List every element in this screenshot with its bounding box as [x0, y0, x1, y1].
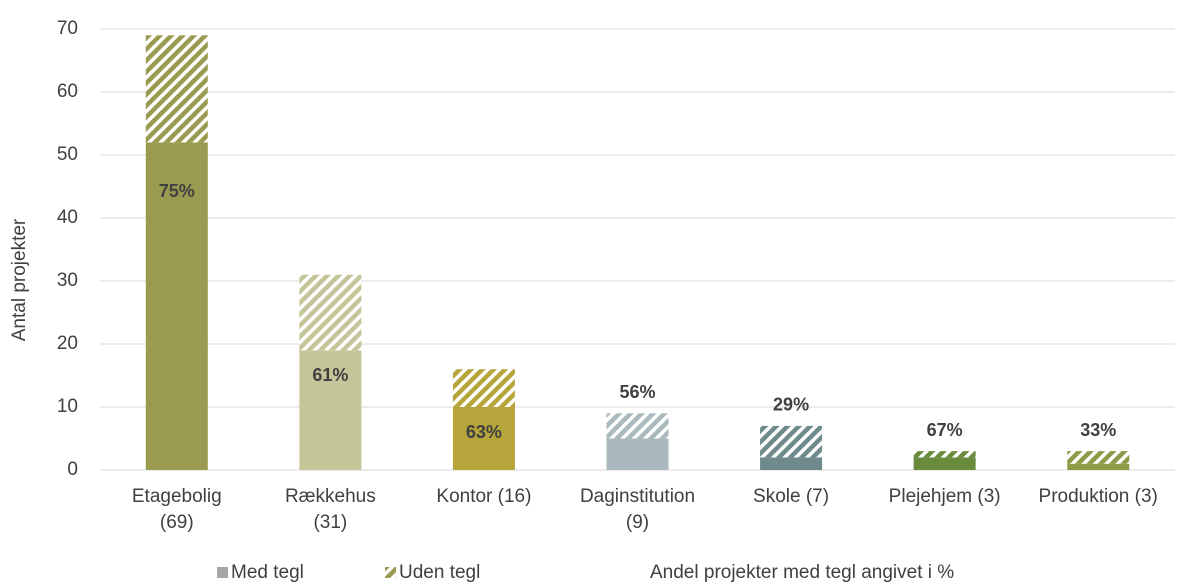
x-tick-label: Plejehjem (3)	[889, 486, 1001, 507]
share-label: 63%	[466, 422, 502, 442]
x-tick-label: Etagebolig	[132, 486, 222, 507]
bar-segment	[145, 35, 208, 143]
share-label: 33%	[1080, 420, 1116, 440]
bar-segment	[913, 457, 976, 470]
y-tick-label: 10	[57, 396, 78, 417]
share-label: 61%	[312, 365, 348, 385]
legend-note: Andel projekter med tegl angivet i %	[650, 562, 954, 583]
share-label: 67%	[927, 420, 963, 440]
bar-segment	[760, 457, 823, 470]
x-tick-label: Daginstitution	[580, 486, 695, 507]
bar-segment	[452, 369, 515, 407]
bar-segment	[760, 425, 823, 458]
y-axis-title: Antal projekter	[9, 218, 30, 341]
legend-swatch	[385, 567, 396, 578]
x-tick-label: Kontor (16)	[436, 486, 531, 507]
bar-segment	[299, 274, 362, 351]
legend-label: Med tegl	[231, 562, 304, 583]
bar-segment	[145, 142, 208, 470]
bar-segment	[1067, 451, 1130, 464]
x-tick-label: Skole (7)	[753, 486, 829, 507]
share-label: 56%	[619, 382, 655, 402]
share-label: 29%	[773, 395, 809, 415]
x-tick-label: (9)	[626, 512, 649, 533]
bar-segment	[606, 438, 669, 470]
y-tick-label: 0	[67, 459, 78, 480]
bar-segment	[606, 413, 669, 439]
y-tick-label: 70	[57, 18, 78, 39]
share-label: 75%	[159, 181, 195, 201]
y-tick-label: 50	[57, 144, 78, 165]
y-tick-label: 20	[57, 333, 78, 354]
bar-segment	[452, 407, 515, 470]
y-tick-label: 60	[57, 81, 78, 102]
bar-segment	[913, 451, 976, 458]
x-tick-label: Rækkehus	[285, 486, 376, 507]
bar-segment	[1067, 463, 1130, 470]
x-tick-label: (69)	[160, 512, 194, 533]
bar-segment	[299, 350, 362, 470]
y-tick-label: 40	[57, 207, 78, 228]
x-tick-label: (31)	[313, 512, 347, 533]
legend-swatch	[217, 567, 228, 578]
legend-label: Uden tegl	[399, 562, 480, 583]
x-tick-label: Produktion (3)	[1039, 486, 1158, 507]
y-tick-label: 30	[57, 270, 78, 291]
